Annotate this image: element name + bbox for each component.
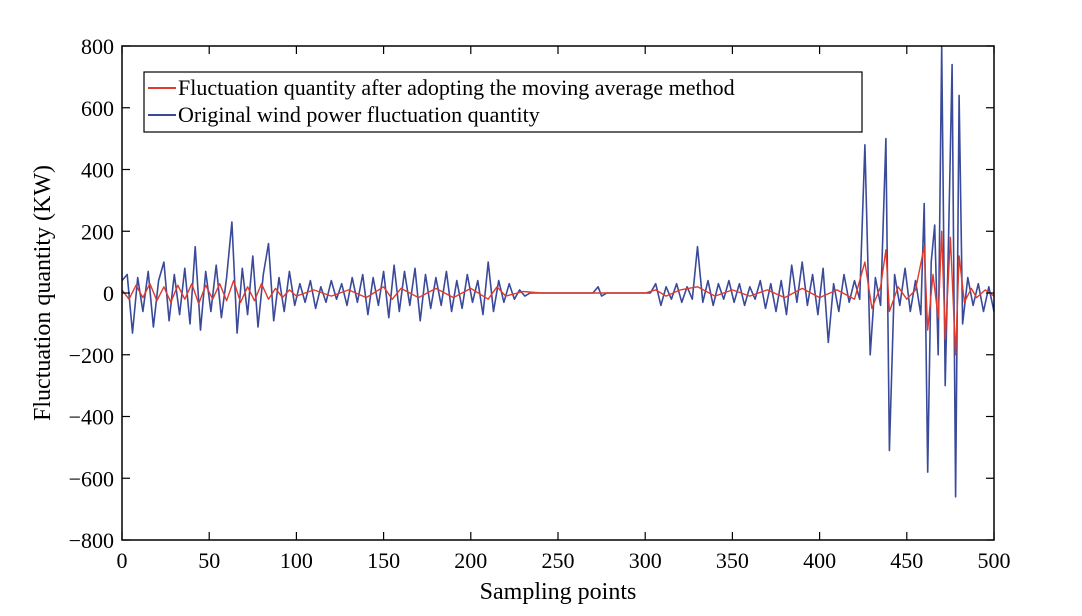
legend: Fluctuation quantity after adopting the … [143, 71, 863, 133]
x-tick-label: 500 [978, 548, 1011, 573]
y-tick-label: 200 [81, 219, 114, 244]
x-tick-label: 100 [280, 548, 313, 573]
x-tick-label: 450 [890, 548, 923, 573]
x-tick-label: 300 [629, 548, 662, 573]
legend-entry: Fluctuation quantity after adopting the … [178, 75, 735, 100]
y-tick-label: 400 [81, 158, 114, 183]
legend-entry: Original wind power fluctuation quantity [178, 102, 540, 127]
y-tick-label: −200 [69, 343, 114, 368]
ticks-layer: 0 50 100 150 200 250 300 350 400 450 500 800 600 400 2… [69, 34, 1011, 573]
x-tick-label: 150 [367, 548, 400, 573]
y-tick-label: 800 [81, 34, 114, 59]
x-tick-label: 200 [454, 548, 487, 573]
x-tick-label: 50 [198, 548, 220, 573]
x-axis-label: Sampling points [480, 579, 637, 605]
series-line-1 [121, 230, 995, 356]
y-tick-label: 0 [103, 281, 114, 306]
x-tick-label: 0 [117, 548, 128, 573]
x-tick-label: 250 [542, 548, 575, 573]
y-tick-label: −400 [69, 405, 114, 430]
series-layer [121, 45, 995, 498]
x-tick-label: 350 [716, 548, 749, 573]
y-tick-label: −600 [69, 466, 114, 491]
y-tick-label: 600 [81, 96, 114, 121]
y-tick-label: −800 [69, 528, 114, 553]
x-tick-label: 400 [803, 548, 836, 573]
legend-box [143, 71, 863, 133]
y-axis-label: Fluctuation quantity (KW) [30, 165, 56, 421]
